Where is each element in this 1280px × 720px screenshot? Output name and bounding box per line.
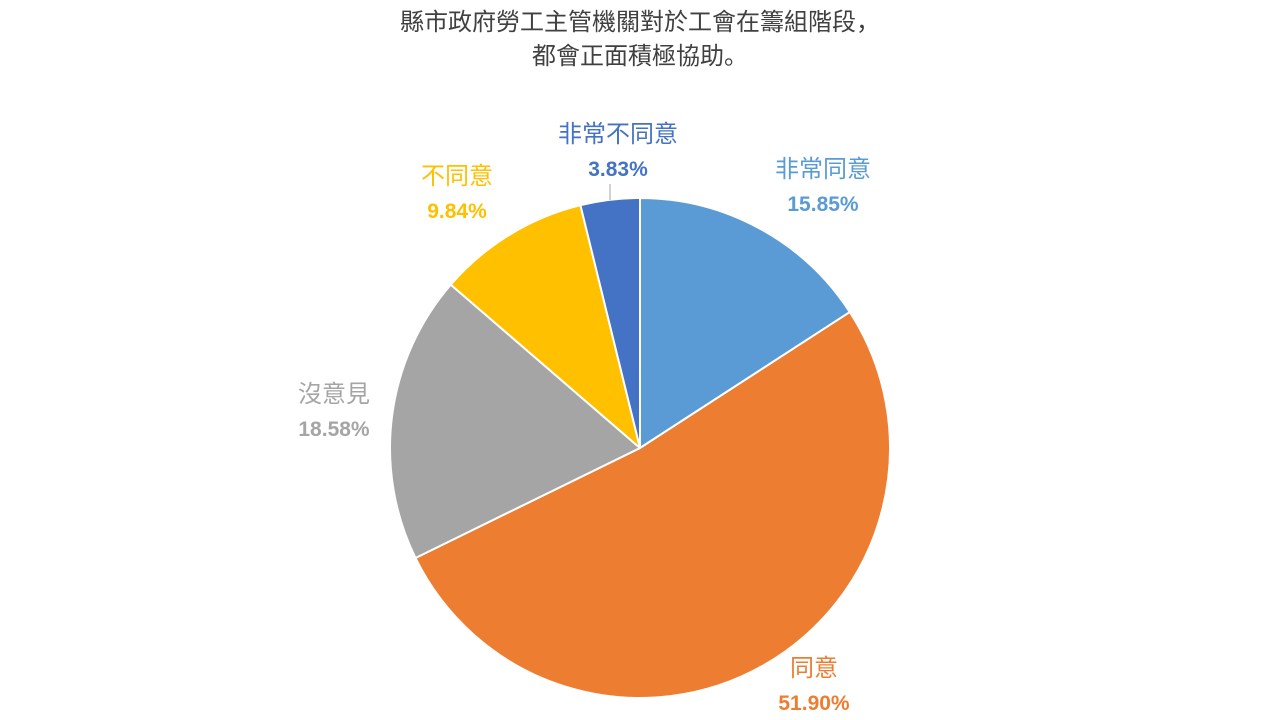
slice-label-category: 非常不同意	[558, 120, 678, 148]
pie-slice	[449, 204, 641, 449]
slice-label-percent: 9.84%	[427, 200, 487, 223]
slice-label-percent: 51.90%	[778, 692, 850, 715]
pie-slices	[388, 197, 891, 699]
chart-title-line-1: 縣市政府勞工主管機關對於工會在籌組階段，	[400, 8, 880, 36]
pie-slice	[388, 283, 641, 559]
pie-slice	[414, 311, 891, 699]
slice-label-category: 非常同意	[775, 155, 871, 183]
slice-label-category: 不同意	[421, 162, 493, 190]
slice-label-percent: 18.58%	[298, 418, 370, 441]
slice-label-category: 同意	[790, 654, 838, 682]
pie-slice	[639, 197, 851, 449]
chart-title-line-2: 都會正面積極協助。	[532, 42, 748, 70]
slice-label-percent: 3.83%	[588, 158, 648, 181]
slice-label-category: 沒意見	[298, 380, 370, 408]
slice-labels: 非常同意 15.85% 同意 51.90% 沒意見 18.58% 不同意 9.84% 非常不同意…	[298, 120, 871, 715]
slice-label-percent: 15.85%	[787, 193, 859, 216]
